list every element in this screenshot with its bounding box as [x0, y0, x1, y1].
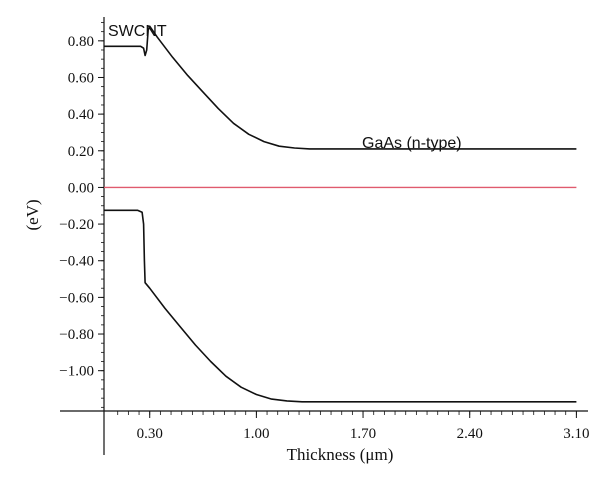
swcnt-annotation: SWCNT [108, 23, 167, 40]
y-tick-label: −0.80 [59, 327, 94, 343]
y-tick-label: −0.20 [59, 217, 94, 233]
x-tick-label: 3.10 [563, 426, 589, 442]
x-tick-label: 2.40 [457, 426, 483, 442]
series-line-1 [104, 209, 577, 403]
x-tick-label: 0.30 [137, 426, 163, 442]
x-tick-label: 1.70 [350, 426, 376, 442]
y-axis-title: (eV) [23, 199, 42, 230]
x-tick-label: 1.00 [243, 426, 269, 442]
x-axis-title: Thickness (μm) [287, 445, 394, 464]
y-tick-label: 0.00 [68, 180, 94, 196]
gaas-annotation: GaAs (n-type) [362, 135, 462, 152]
y-tick-label: 0.20 [68, 144, 94, 160]
labels-layer: Thickness (μm) (eV) SWCNT GaAs (n-type) [23, 23, 462, 464]
y-tick-label: −1.00 [59, 364, 94, 380]
y-tick-label: 0.60 [68, 70, 94, 86]
series-layer [104, 25, 577, 403]
axes: 0.80 0.60 0.40 0.20 0.00 −0.20 −0.40 −0.60 −0.80… [59, 17, 590, 455]
y-tick-label: 0.80 [68, 34, 94, 50]
y-tick-label: −0.60 [59, 290, 94, 306]
y-tick-label: 0.40 [68, 107, 94, 123]
y-tick-label: −0.40 [59, 254, 94, 270]
series-line-0 [104, 25, 577, 150]
